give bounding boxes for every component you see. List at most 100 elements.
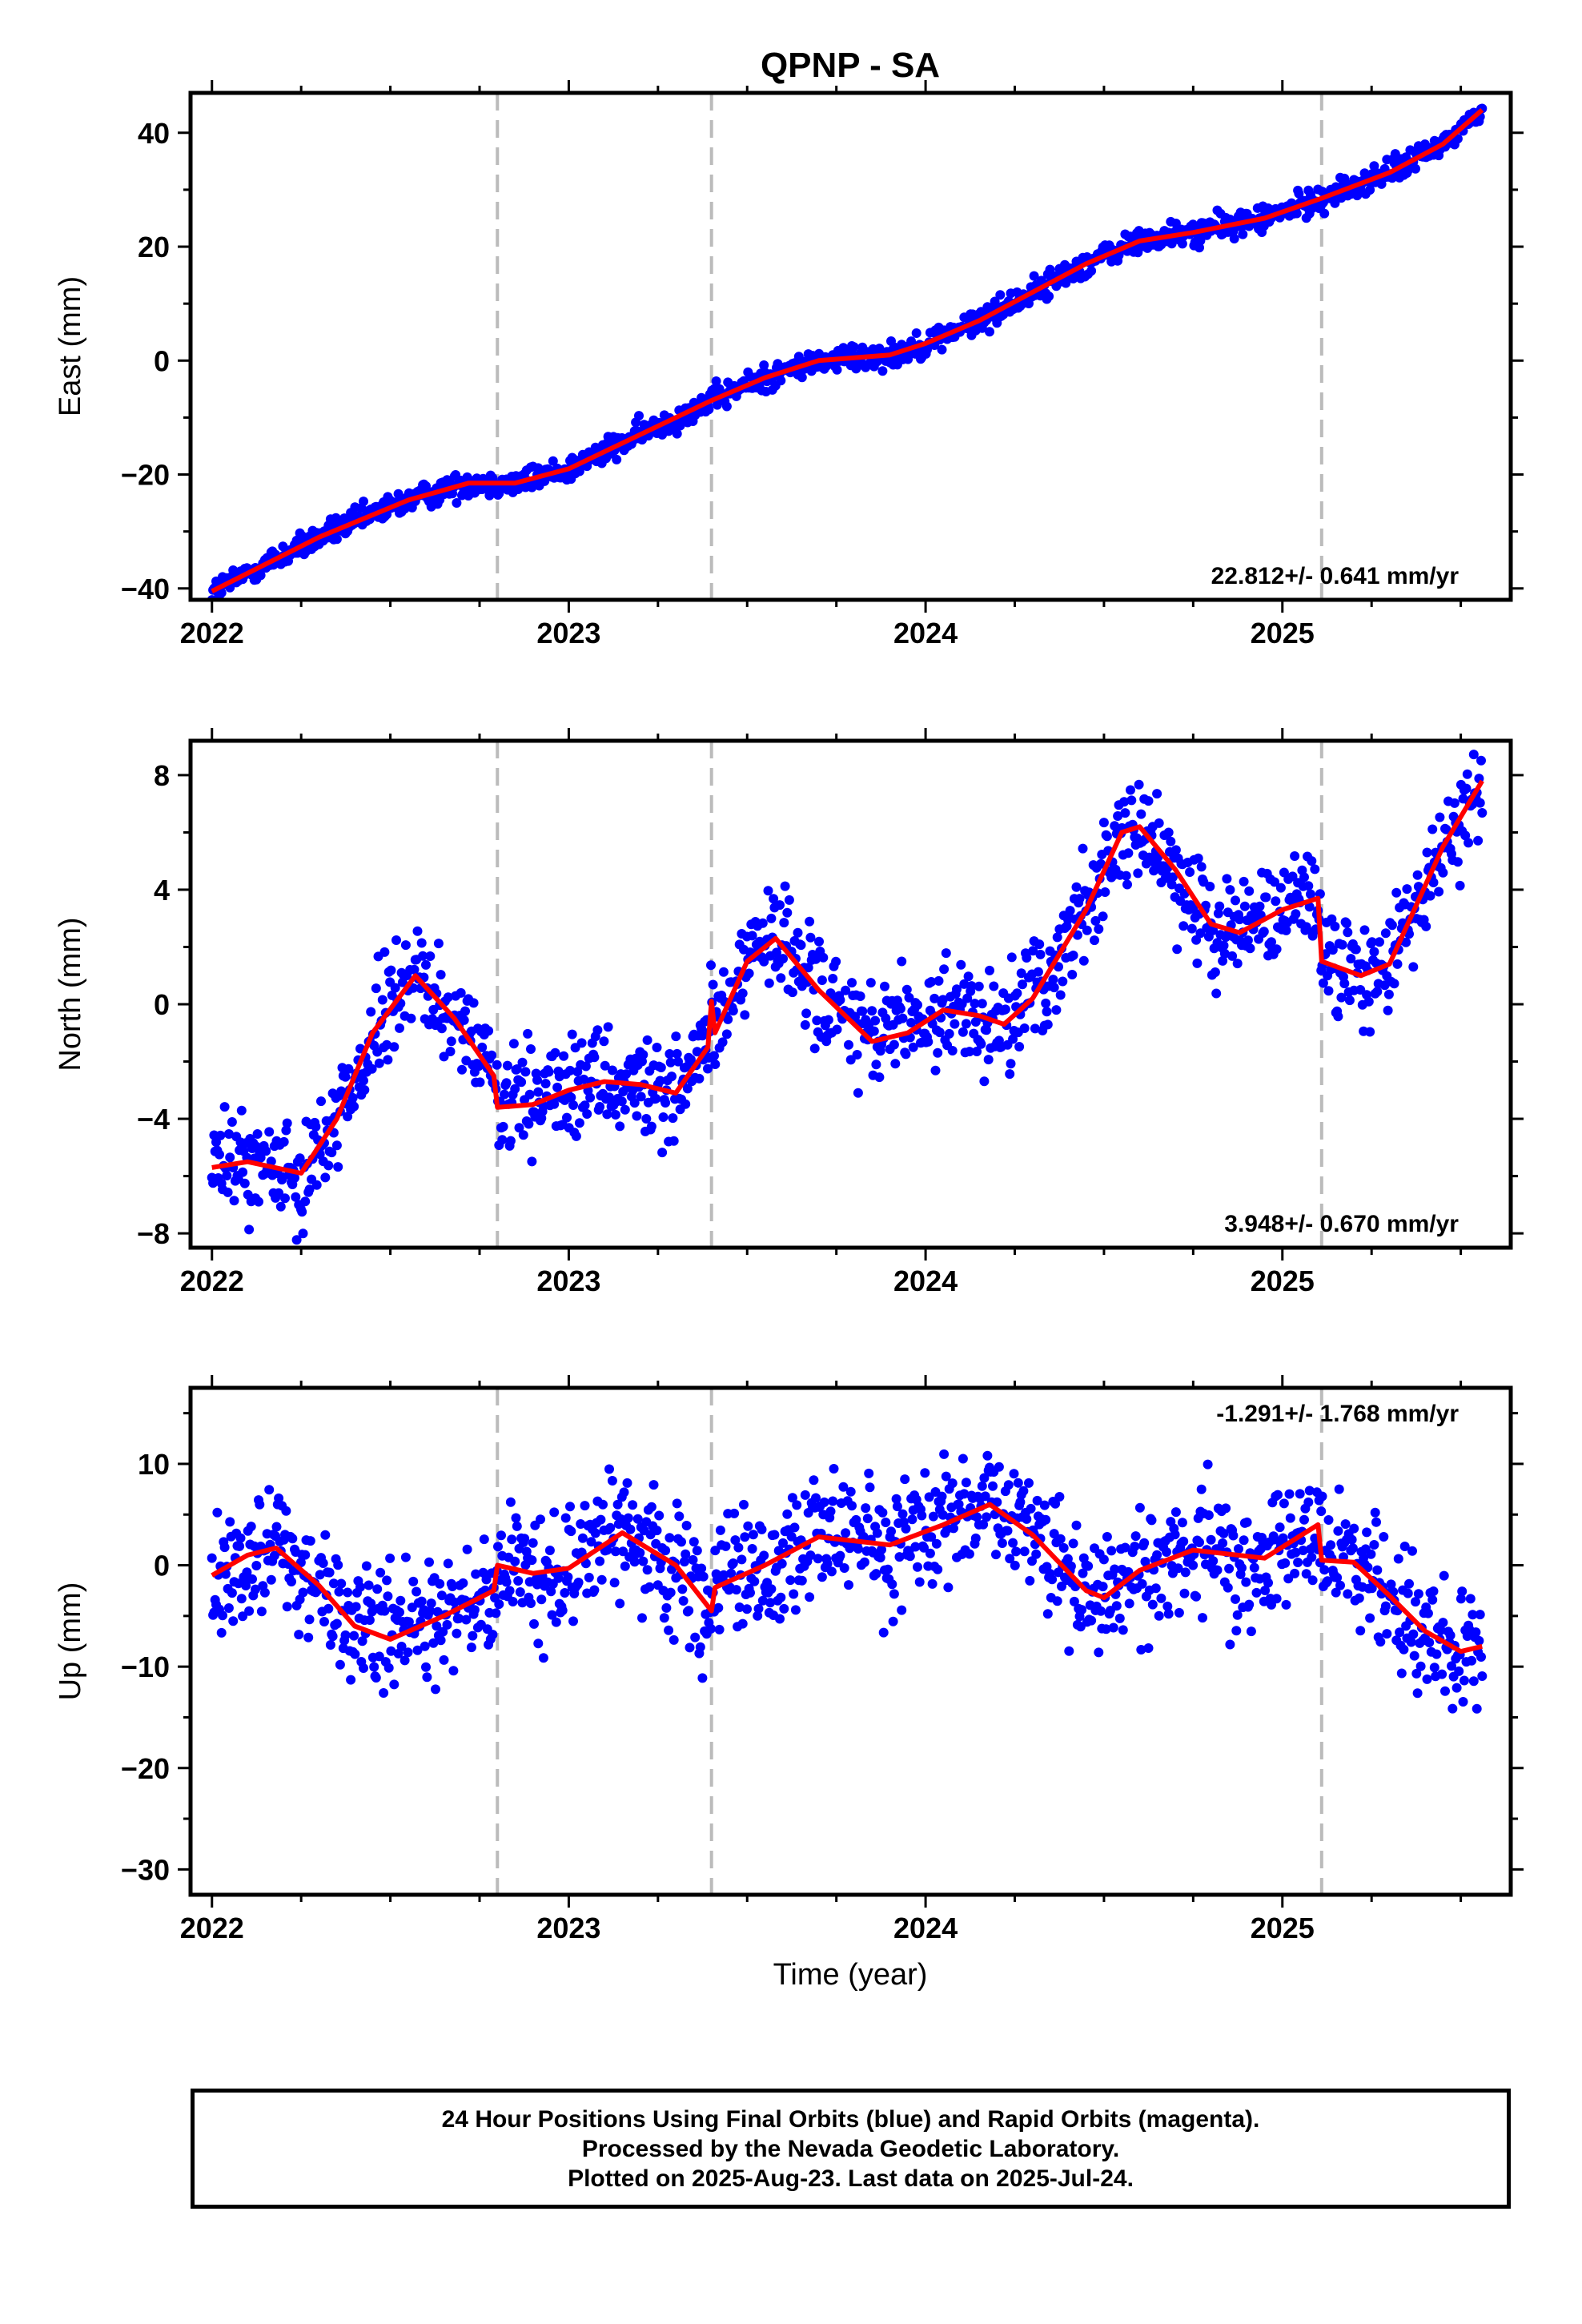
data-point <box>964 1047 974 1057</box>
data-point <box>1012 988 1022 999</box>
data-point <box>320 1530 331 1540</box>
data-point <box>817 975 827 985</box>
data-point <box>874 344 885 354</box>
data-point <box>1166 836 1176 846</box>
data-point <box>679 1557 689 1567</box>
data-point <box>880 981 889 991</box>
data-point <box>1369 161 1379 171</box>
data-point <box>1067 970 1078 979</box>
data-point <box>1005 1069 1015 1080</box>
data-point <box>659 1613 669 1623</box>
data-point <box>930 1065 941 1076</box>
data-point <box>870 1015 881 1026</box>
data-point <box>913 999 922 1010</box>
data-point <box>1270 877 1279 887</box>
data-point <box>435 1578 445 1589</box>
data-point <box>303 1632 314 1642</box>
data-point <box>372 1584 383 1594</box>
data-point <box>734 1602 745 1612</box>
data-point <box>681 1099 691 1109</box>
data-point <box>779 1603 789 1614</box>
data-point <box>343 1587 353 1598</box>
data-point <box>1069 1596 1079 1606</box>
data-point <box>586 1537 596 1547</box>
data-point <box>544 1067 554 1077</box>
data-point <box>800 1490 810 1500</box>
data-point <box>1118 1625 1128 1635</box>
data-point <box>723 1014 733 1024</box>
data-point <box>571 1131 581 1141</box>
data-point <box>1054 962 1063 972</box>
data-point <box>607 1065 617 1076</box>
data-point <box>395 1607 404 1618</box>
data-point <box>1196 1484 1207 1494</box>
data-point <box>215 1149 224 1160</box>
data-point <box>223 1187 233 1197</box>
data-point <box>1428 878 1439 887</box>
data-point <box>906 1018 917 1027</box>
data-point <box>1245 943 1255 954</box>
data-point <box>1239 876 1249 887</box>
data-point <box>1303 881 1314 891</box>
data-point <box>913 1562 922 1572</box>
data-point <box>1134 1502 1145 1513</box>
data-point <box>865 1482 875 1493</box>
data-point <box>264 1127 275 1137</box>
data-point <box>1454 1666 1464 1676</box>
data-point <box>511 1513 521 1523</box>
data-point <box>1363 996 1374 1007</box>
data-point <box>937 1491 947 1502</box>
data-point <box>1330 198 1340 208</box>
data-point <box>757 918 768 928</box>
data-point <box>890 1059 901 1069</box>
data-point <box>979 1076 990 1087</box>
data-point <box>425 951 436 961</box>
data-point <box>1146 1515 1157 1526</box>
data-point <box>1415 1661 1426 1671</box>
data-point <box>223 1603 234 1613</box>
data-point <box>934 1027 945 1038</box>
data-point <box>1143 1643 1154 1653</box>
data-point <box>992 1497 1002 1507</box>
data-point <box>1379 1532 1389 1542</box>
data-point <box>710 1059 721 1069</box>
data-point <box>1134 779 1144 790</box>
data-point <box>1098 911 1108 922</box>
data-point <box>1306 889 1315 899</box>
data-point <box>1411 163 1420 174</box>
data-point <box>831 956 841 967</box>
data-point <box>361 1561 371 1571</box>
data-point <box>1203 1510 1214 1520</box>
data-point <box>1041 998 1051 1008</box>
data-point <box>851 1514 861 1525</box>
data-point <box>972 1047 982 1056</box>
data-point <box>274 1188 284 1198</box>
data-point <box>323 1160 334 1171</box>
data-point <box>1301 922 1311 932</box>
data-point <box>466 1642 476 1653</box>
data-point <box>1344 995 1355 1006</box>
east-panel: 2022 2023 2024 2025 −40 −20 0 20 40 East (mm) 22.8… <box>54 80 1524 649</box>
data-point <box>1452 857 1463 867</box>
data-point <box>632 1111 642 1121</box>
data-point <box>710 1546 721 1556</box>
data-point <box>1304 902 1315 912</box>
data-point <box>847 978 857 988</box>
data-points <box>207 1449 1488 1714</box>
data-point <box>324 1567 335 1578</box>
data-point <box>377 995 387 1005</box>
data-point <box>718 967 729 977</box>
data-point <box>664 1625 674 1635</box>
data-point <box>1335 1580 1345 1590</box>
data-point <box>219 1102 230 1112</box>
data-point <box>1349 1523 1359 1534</box>
data-point <box>1365 1027 1375 1037</box>
data-point <box>1163 827 1174 838</box>
data-point <box>291 1235 302 1245</box>
data-point <box>227 1588 237 1598</box>
data-point <box>1234 1544 1243 1554</box>
data-point <box>1279 1498 1289 1509</box>
data-point <box>959 1489 970 1499</box>
data-point <box>753 1610 763 1621</box>
data-point <box>512 1521 522 1531</box>
